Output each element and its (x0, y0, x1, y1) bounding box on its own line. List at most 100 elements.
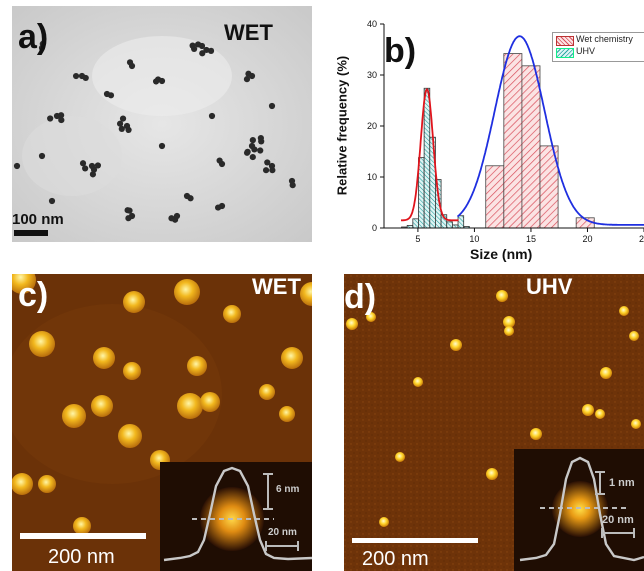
afm-particle (12, 274, 36, 294)
nanoparticle (82, 74, 89, 82)
afm-particle (93, 347, 115, 369)
nanoparticle (257, 147, 264, 154)
nanoparticle (125, 215, 132, 222)
nanoparticle (152, 78, 160, 85)
afm-particle (62, 404, 86, 428)
nanoparticle (48, 197, 56, 205)
nanoparticle (189, 42, 196, 49)
gaussian-fit-line (456, 35, 644, 226)
y-tick-label: 10 (367, 172, 377, 182)
panel-d-inset-width: 20 nm (602, 514, 634, 526)
afm-particle (504, 326, 514, 336)
panel-d-tag: UHV (526, 274, 573, 299)
afm-particle (395, 452, 405, 462)
nanoparticle (125, 126, 132, 133)
nanoparticle (195, 41, 202, 48)
afm-particle (413, 377, 423, 387)
panel-d-label: d) (344, 278, 377, 316)
y-axis-label: Relative frequency (%) (334, 55, 350, 196)
panel-d-inset-height: 1 nm (609, 477, 635, 489)
afm-particle (379, 517, 389, 527)
nanoparticle (199, 50, 206, 57)
nanoparticle (58, 116, 65, 124)
nanoparticle (89, 171, 97, 178)
nanoparticle (249, 153, 256, 161)
histogram-bar (485, 165, 505, 229)
histogram-bar (412, 218, 419, 229)
tem-micrograph (12, 6, 312, 242)
afm-particle (123, 291, 145, 313)
inset-profile-d (514, 449, 644, 571)
afm-particle (38, 475, 56, 493)
histogram-bar (503, 53, 523, 229)
panel-a-tag: WET (224, 20, 273, 45)
panel-c-tag: WET (252, 274, 301, 299)
x-tick-label: 25 (639, 234, 644, 244)
chart-legend: Wet chemistry UHV (552, 32, 644, 62)
nanoparticle (243, 149, 251, 156)
afm-particle (595, 409, 605, 419)
legend-label-wet: Wet chemistry (576, 34, 633, 44)
y-tick-label: 30 (367, 70, 377, 80)
panel-c-label: c) (18, 276, 49, 314)
nanoparticle (119, 115, 127, 122)
panel-a-label: a) (18, 18, 49, 56)
afm-particle (600, 367, 612, 379)
nanoparticle (72, 72, 80, 80)
panel-b-label: b) (384, 32, 417, 70)
nanoparticle (187, 195, 194, 202)
nanoparticle (124, 207, 131, 214)
x-tick-label: 20 (582, 234, 592, 244)
nanoparticle (249, 137, 256, 144)
afm-particle (12, 473, 33, 495)
afm-particle (619, 306, 629, 316)
histogram-chart: 0 10 20 30 40 5 10 15 20 25 (367, 19, 644, 244)
afm-particle (582, 404, 594, 416)
nanoparticle (38, 152, 46, 160)
afm-particle (366, 312, 376, 322)
afm-particle (73, 517, 91, 535)
panel-d-scale-bar (352, 538, 478, 543)
y-tick-label: 0 (372, 223, 377, 233)
nanoparticle (79, 160, 87, 167)
panel-a-tem-image: a) WET 100 nm (12, 6, 312, 242)
legend-swatch-wet (556, 36, 574, 46)
nanoparticle (118, 125, 125, 132)
nanoparticle (47, 115, 54, 122)
afm-particle (450, 339, 462, 351)
nanoparticle (245, 70, 252, 77)
afm-particle (29, 331, 55, 357)
nanoparticle (82, 165, 89, 172)
nanoparticle (158, 142, 166, 150)
nanoparticle (116, 120, 124, 127)
nanoparticle (268, 102, 276, 110)
afm-particle (530, 428, 542, 440)
afm-image-wet (12, 274, 312, 571)
x-axis-label: Size (nm) (470, 246, 533, 262)
nanoparticle (13, 162, 21, 170)
afm-particle (118, 424, 142, 448)
gaussian-fit-line (401, 88, 459, 222)
afm-particle (174, 279, 200, 305)
nanoparticle (262, 167, 270, 174)
panel-c-scale-bar (20, 533, 146, 539)
nanoparticle (207, 47, 215, 54)
panel-d-afm-uhv: d) UHV 1 nm 20 nm 200 nm (344, 274, 644, 571)
afm-particle (187, 356, 207, 376)
inset-profile-c (160, 462, 312, 571)
panel-a-scale-text: 100 nm (12, 211, 64, 228)
nanoparticle (126, 59, 134, 66)
x-tick-label: 15 (526, 234, 536, 244)
afm-particle (503, 316, 515, 328)
afm-image-uhv (344, 274, 644, 571)
nanoparticle (216, 157, 223, 164)
nanoparticle (289, 182, 296, 189)
legend-label-uhv: UHV (576, 46, 596, 56)
x-tick-label: 5 (415, 234, 420, 244)
nanoparticle (215, 204, 222, 211)
afm-particle (631, 419, 641, 429)
nanoparticle (58, 112, 65, 119)
afm-particle (177, 393, 203, 419)
nanoparticle (107, 92, 115, 99)
afm-particle (123, 362, 141, 380)
